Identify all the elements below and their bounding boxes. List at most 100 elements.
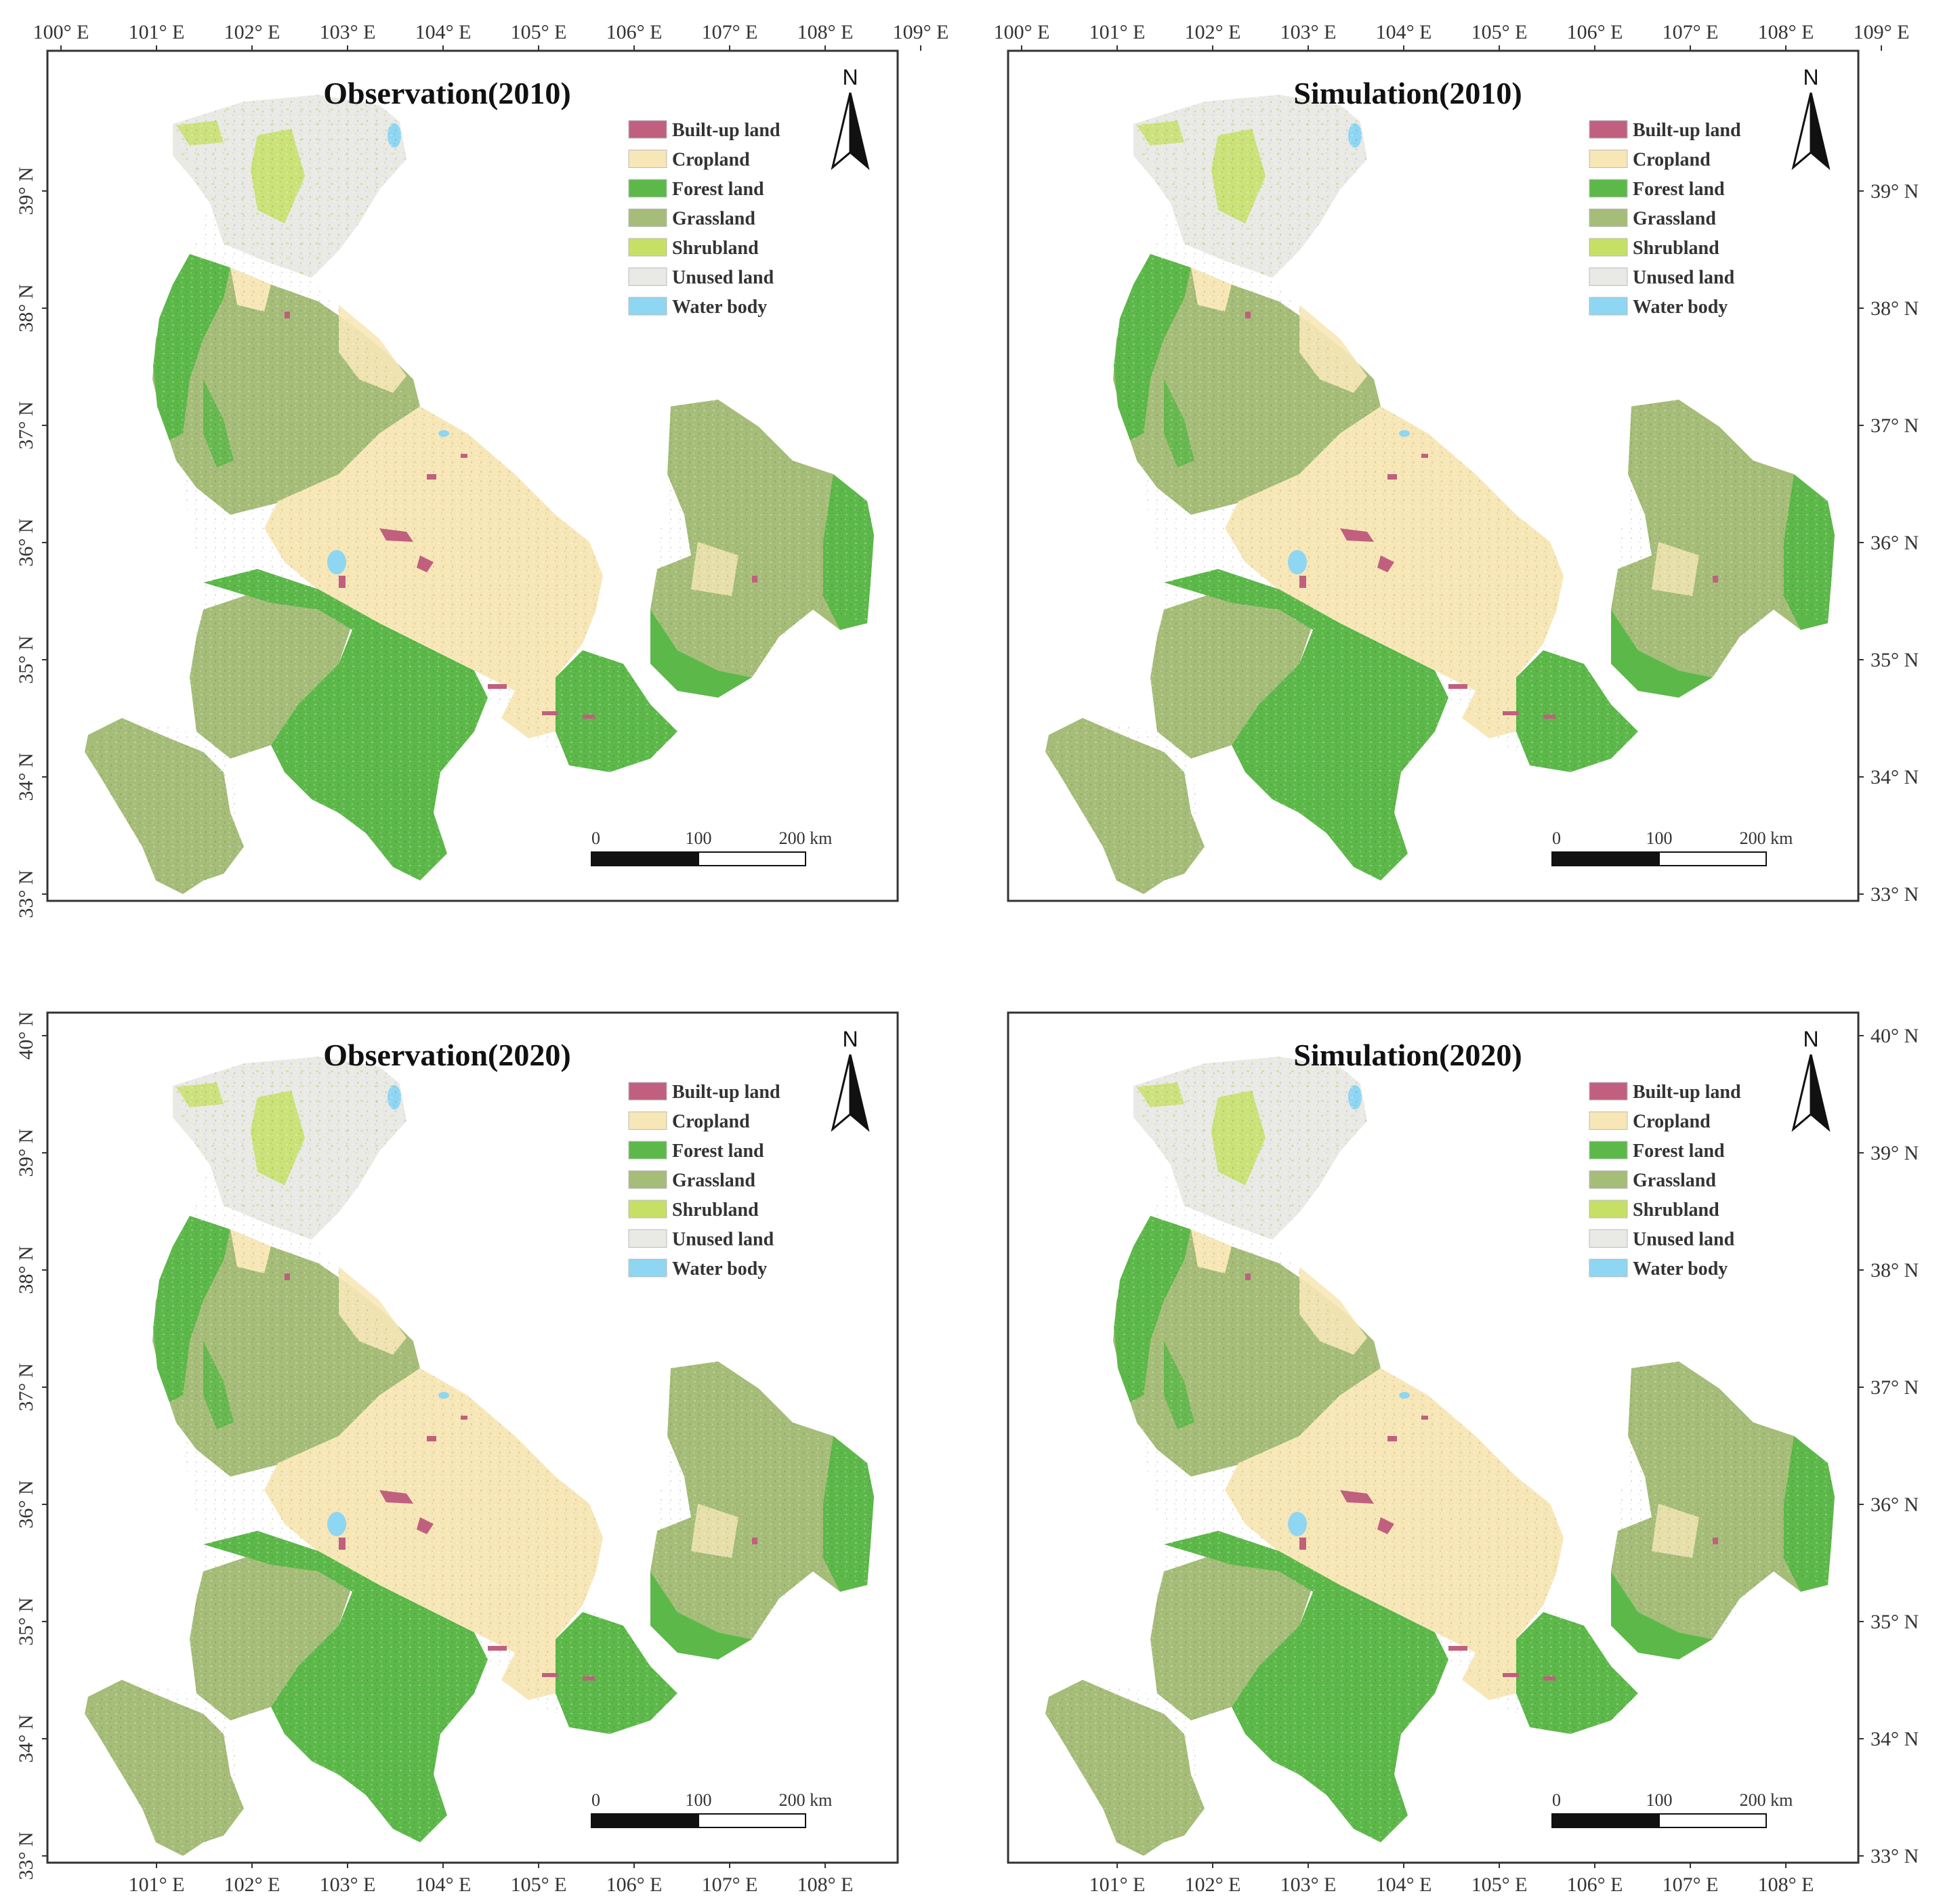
legend-swatch bbox=[1589, 238, 1628, 257]
north-arrow: N bbox=[1792, 65, 1830, 169]
legend-swatch bbox=[1589, 1082, 1628, 1101]
legend-item: Unused land bbox=[1589, 1229, 1735, 1250]
scale-bar-white-segment bbox=[698, 1813, 806, 1828]
legend: Built-up land Cropland Forest land Grasslan… bbox=[1589, 120, 1741, 318]
scale-bar-label: 200 km bbox=[779, 1790, 833, 1810]
legend-label: Forest land bbox=[1633, 179, 1725, 200]
legend-label: Water body bbox=[672, 1258, 767, 1279]
legend-item: Shrubland bbox=[628, 1200, 759, 1221]
scale-bar: 0 100 200 km bbox=[1551, 1790, 1793, 1828]
lon-tick-label: 101° E bbox=[129, 1874, 185, 1896]
legend-item: Water body bbox=[1589, 297, 1728, 318]
legend-item: Built-up land bbox=[1589, 120, 1741, 141]
lat-tick-label: 35° N bbox=[1871, 1611, 1919, 1633]
scale-bar-label: 0 bbox=[591, 1790, 600, 1810]
lon-tick-label: 101° E bbox=[129, 21, 185, 43]
lat-tick-label: 38° N bbox=[1871, 297, 1919, 320]
lat-tick-label: 35° N bbox=[15, 635, 37, 683]
north-arrow-label: N bbox=[1803, 1027, 1818, 1051]
lat-tick-label: 34° N bbox=[15, 753, 37, 801]
north-arrow: N bbox=[831, 65, 869, 169]
lon-tick-label: 102° E bbox=[224, 21, 280, 43]
scale-bar-label: 200 km bbox=[779, 828, 833, 848]
north-arrow-label: N bbox=[842, 65, 858, 89]
lat-tick-labels: 33° N 34° N 35° N 36° N 37° N 38° N 39° N bbox=[15, 167, 47, 918]
lon-tick-label: 108° E bbox=[797, 1874, 854, 1896]
lon-tick-label: 101° E bbox=[1089, 1874, 1146, 1896]
panel-title: Observation(2010) bbox=[323, 76, 570, 110]
legend-label: Forest land bbox=[672, 179, 764, 200]
scale-bar-white-segment bbox=[698, 851, 806, 866]
legend-label: Built-up land bbox=[672, 1082, 780, 1103]
legend-swatch bbox=[628, 150, 667, 168]
scale-bar-label: 100 bbox=[1646, 1790, 1673, 1810]
legend-item: Shrubland bbox=[628, 238, 759, 259]
lat-tick-label: 36° N bbox=[1871, 1494, 1919, 1516]
lat-tick-label: 37° N bbox=[15, 1363, 37, 1411]
lat-tick-label: 37° N bbox=[1871, 1376, 1919, 1399]
lon-tick-label: 109° E bbox=[893, 21, 949, 43]
lon-tick-label: 104° E bbox=[415, 1874, 472, 1896]
lat-tick-label: 33° N bbox=[1871, 883, 1919, 906]
panel-title: Simulation(2010) bbox=[1293, 76, 1522, 110]
legend-item: Grassland bbox=[1589, 1170, 1716, 1191]
lon-tick-labels: 101° E 102° E 103° E 104° E 105° E 106° E 107°… bbox=[1089, 1863, 1814, 1896]
legend-swatch bbox=[1589, 1141, 1628, 1160]
north-arrow: N bbox=[1792, 1027, 1830, 1130]
scale-bar-black-segment bbox=[591, 851, 699, 866]
lat-tick-label: 34° N bbox=[15, 1714, 37, 1762]
land-use-map bbox=[85, 95, 874, 894]
legend-item: Shrubland bbox=[1589, 1200, 1719, 1221]
legend-label: Shrubland bbox=[672, 1200, 759, 1221]
scale-bar-black-segment bbox=[591, 1813, 699, 1828]
lat-tick-label: 35° N bbox=[15, 1597, 37, 1645]
lon-tick-label: 103° E bbox=[1280, 21, 1337, 43]
legend-label: Grassland bbox=[1633, 209, 1716, 230]
legend-label: Cropland bbox=[1633, 150, 1711, 171]
legend-label: Shrubland bbox=[1633, 1200, 1719, 1221]
legend-item: Built-up land bbox=[628, 120, 780, 141]
legend-label: Water body bbox=[672, 297, 767, 318]
scale-bar-black-segment bbox=[1551, 851, 1660, 866]
scale-bar-label: 100 bbox=[1646, 828, 1673, 848]
legend-label: Built-up land bbox=[1633, 1082, 1741, 1103]
legend-label: Cropland bbox=[672, 150, 750, 171]
legend: Built-up land Cropland Forest land Grasslan… bbox=[628, 1082, 780, 1279]
legend-swatch bbox=[1589, 297, 1628, 316]
lon-tick-label: 108° E bbox=[797, 21, 854, 43]
lat-tick-label: 38° N bbox=[15, 1246, 37, 1294]
lon-tick-label: 105° E bbox=[1471, 21, 1528, 43]
legend: Built-up land Cropland Forest land Grasslan… bbox=[1589, 1082, 1741, 1279]
lon-tick-label: 107° E bbox=[702, 21, 758, 43]
map-frame bbox=[1007, 1011, 1860, 1864]
panel-title: Observation(2020) bbox=[323, 1038, 570, 1072]
map-frame bbox=[46, 1011, 899, 1864]
land-use-map bbox=[1045, 1057, 1835, 1856]
legend-label: Unused land bbox=[1633, 268, 1735, 289]
legend-item: Unused land bbox=[628, 268, 774, 289]
lon-tick-label: 100° E bbox=[994, 21, 1050, 43]
legend-label: Shrubland bbox=[672, 238, 759, 259]
lon-tick-label: 102° E bbox=[1185, 21, 1241, 43]
map-panel-simulation-2010: Simulation(2010) 100° E 101° E 102° E 103° … bbox=[994, 21, 1919, 906]
legend-swatch bbox=[1589, 150, 1628, 168]
legend-label: Grassland bbox=[1633, 1170, 1716, 1191]
legend-label: Built-up land bbox=[1633, 120, 1741, 141]
lon-tick-label: 106° E bbox=[1567, 1874, 1623, 1896]
map-panel-observation-2020: Observation(2020) 101° E 102° E 103° E 104°… bbox=[15, 1011, 899, 1896]
lon-tick-labels: 100° E 101° E 102° E 103° E 104° E 105° E 106°… bbox=[33, 21, 949, 51]
legend-swatch bbox=[628, 1170, 667, 1189]
scale-bar-white-segment bbox=[1658, 851, 1767, 866]
legend-swatch bbox=[628, 1200, 667, 1219]
legend-item: Unused land bbox=[628, 1229, 774, 1250]
lat-tick-labels: 33° N 34° N 35° N 36° N 37° N 38° N 39° N 40° N bbox=[1858, 1025, 1919, 1867]
lon-tick-label: 108° E bbox=[1758, 21, 1814, 43]
lon-tick-label: 100° E bbox=[33, 21, 89, 43]
legend-item: Shrubland bbox=[1589, 238, 1719, 259]
legend-label: Water body bbox=[1633, 1258, 1728, 1279]
lon-tick-label: 101° E bbox=[1089, 21, 1146, 43]
legend-item: Forest land bbox=[628, 179, 764, 200]
legend-item: Forest land bbox=[1589, 179, 1725, 200]
lon-tick-label: 105° E bbox=[1471, 1874, 1528, 1896]
